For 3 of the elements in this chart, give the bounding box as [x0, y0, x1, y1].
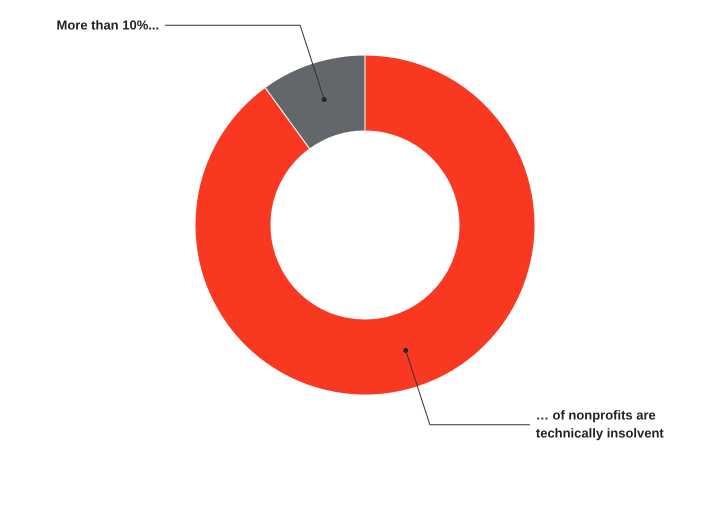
donut-slice	[194, 54, 536, 396]
slice-label: More than 10%...	[56, 17, 160, 32]
slice-label: … of nonprofits are technically insolvent	[536, 408, 664, 441]
